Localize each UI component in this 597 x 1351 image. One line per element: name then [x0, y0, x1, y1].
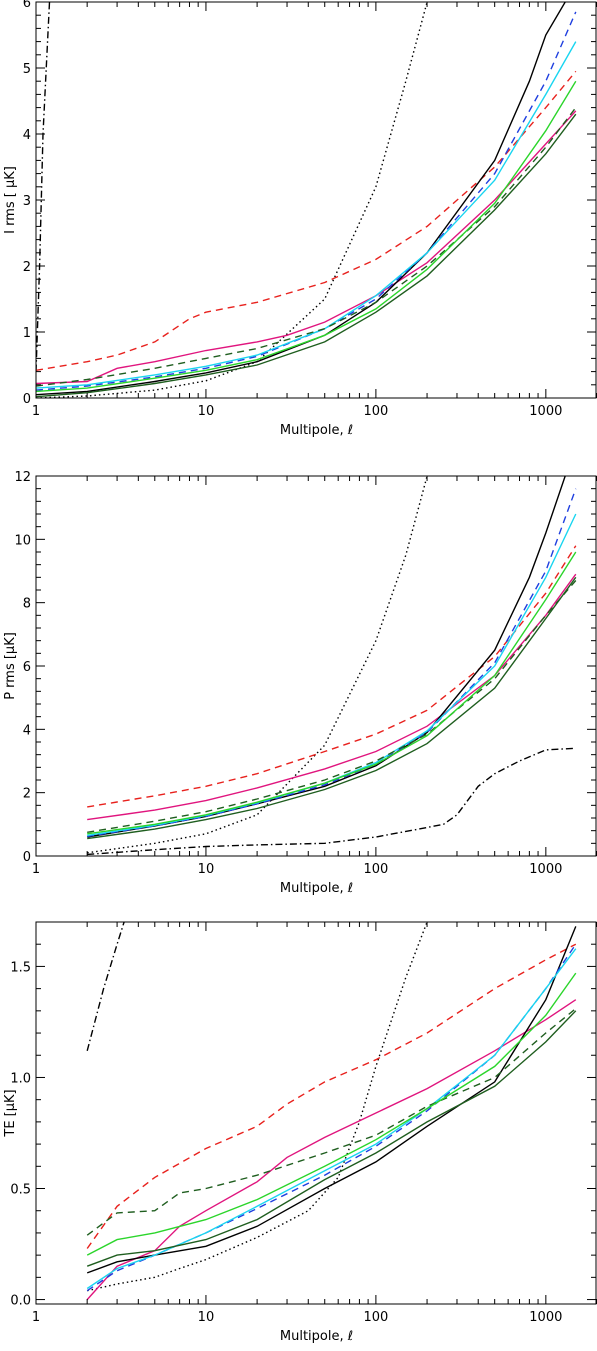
- y-tick-label: 3: [23, 194, 31, 209]
- x-axis-label: Multipole, ℓ: [280, 881, 353, 896]
- y-axis-label: I rms [ μK]: [3, 166, 18, 234]
- series-line-1: [87, 747, 576, 856]
- series-line-9: [36, 80, 577, 393]
- series-line-5: [86, 926, 577, 1274]
- series-line-10: [86, 1010, 577, 1267]
- x-ticks: [35, 2, 597, 398]
- y-tick-label: 4: [23, 128, 31, 143]
- series-line-10: [87, 576, 577, 840]
- y-tick-label: 0.5: [10, 1183, 31, 1198]
- x-tick-label: 1: [32, 1310, 40, 1325]
- x-axis-label: Multipole, ℓ: [280, 1329, 353, 1344]
- x-tick-label: 10: [198, 404, 215, 419]
- plot-frame: [35, 921, 597, 1305]
- y-tick-label: 2: [23, 787, 31, 802]
- y-tick-label: 0.0: [10, 1294, 31, 1309]
- series-group: [87, 476, 577, 856]
- series-line-7: [36, 41, 577, 389]
- y-tick-label: 1.0: [10, 1071, 31, 1086]
- series-line-8: [36, 107, 577, 387]
- series-line-7: [86, 948, 577, 1290]
- series-line-5: [87, 476, 566, 838]
- series-line-9: [87, 551, 577, 835]
- series-group: [36, 2, 577, 398]
- y-tick-label: 10: [14, 533, 31, 548]
- x-tick-label: 1000: [529, 862, 562, 877]
- y-tick-label: 1.5: [10, 960, 31, 975]
- series-line-2: [36, 2, 428, 398]
- y-tick-label: 12: [14, 470, 31, 485]
- x-tick-label: 100: [363, 404, 388, 419]
- series-line-3: [86, 943, 577, 1249]
- y-ticks: [36, 475, 596, 857]
- x-axis-label: Multipole, ℓ: [280, 423, 353, 438]
- y-tick-label: 0: [23, 392, 31, 407]
- x-tick-label: 100: [363, 862, 388, 877]
- series-line-2: [87, 922, 428, 1292]
- series-line-7: [87, 513, 577, 837]
- series-line-2: [87, 476, 428, 854]
- series-line-5: [36, 2, 566, 396]
- y-tick-label: 6: [23, 0, 31, 11]
- series-line-3: [36, 70, 577, 371]
- series-line-4: [87, 573, 577, 821]
- series-line-10: [36, 113, 577, 398]
- x-tick-label: 10: [198, 862, 215, 877]
- x-tick-label: 1: [32, 404, 40, 419]
- x-ticks: [35, 922, 597, 1304]
- series-line-6: [36, 11, 577, 391]
- y-tick-label: 6: [23, 660, 31, 675]
- chart-panel-2: 1 10 100 1000 0 2 4 6 8 10 12 Multipole, ℓ P rms [μK…: [3, 470, 597, 896]
- y-ticks: [36, 921, 596, 1301]
- x-tick-label: 100: [363, 1310, 388, 1325]
- series-group: [86, 922, 577, 1301]
- series-line-8: [86, 1008, 577, 1236]
- plot-frame: [35, 475, 597, 857]
- series-line-6: [86, 943, 577, 1292]
- y-tick-label: 1: [23, 326, 31, 341]
- y-tick-label: 5: [23, 62, 31, 77]
- series-line-1: [86, 922, 125, 1051]
- series-line-8: [87, 580, 577, 833]
- y-ticks: [36, 1, 596, 399]
- series-line-4: [36, 110, 577, 385]
- x-tick-label: 10: [198, 1310, 215, 1325]
- y-axis-label: TE [μK]: [3, 1089, 18, 1137]
- y-tick-label: 4: [23, 723, 31, 738]
- y-tick-label: 8: [23, 597, 31, 612]
- x-tick-label: 1000: [529, 404, 562, 419]
- x-tick-label: 1000: [529, 1310, 562, 1325]
- series-line-3: [87, 545, 577, 808]
- chart-panel-3: 1 10 100 1000 0.0 0.5 1.0 1.5 Multipole, ℓ TE [μK…: [3, 921, 597, 1344]
- series-line-6: [87, 488, 577, 838]
- series-line-9: [86, 972, 577, 1256]
- y-axis-label: P rms [μK]: [3, 632, 18, 700]
- x-ticks: [35, 476, 597, 856]
- x-tick-label: 1: [32, 862, 40, 877]
- y-tick-label: 2: [23, 260, 31, 275]
- y-tick-label: 0: [23, 850, 31, 865]
